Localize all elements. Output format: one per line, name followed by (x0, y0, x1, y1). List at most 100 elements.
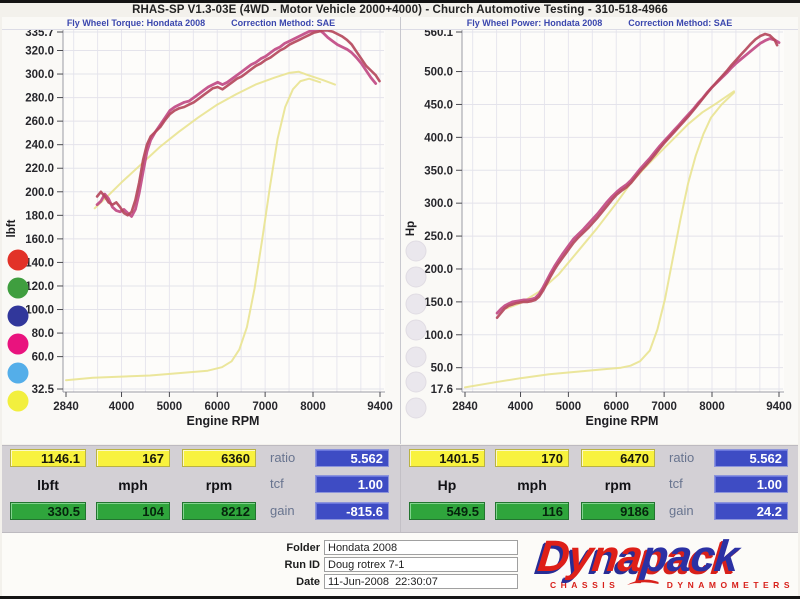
gain-label: gain (270, 503, 295, 518)
torque-reference-spool-curve (65, 77, 322, 382)
ratio-label: ratio (270, 450, 296, 465)
legend-dot-inactive[interactable] (405, 266, 427, 288)
date-row: Date (260, 573, 518, 590)
logo-swoosh-icon (627, 579, 659, 585)
power-peak-rpm: 9186 (581, 502, 655, 520)
legend-dot-red[interactable] (7, 249, 29, 271)
legend-dot-magenta[interactable] (7, 333, 29, 355)
y-tick-label: 500.0 (424, 67, 453, 79)
legend-dot-inactive[interactable] (405, 346, 427, 368)
run-id-row: Run ID (260, 556, 518, 573)
run-info-form: Folder Run ID Date (260, 539, 518, 590)
torque-cursor-value: 1146.1 (10, 449, 86, 467)
gain-label: gain (669, 503, 694, 518)
x-tick-label: 7000 (252, 401, 278, 413)
rpm-unit-label: rpm (604, 477, 632, 493)
rpm-unit-label: rpm (205, 477, 233, 493)
torque-cursor-rpm: 6360 (182, 449, 256, 467)
y-tick-label: 280.0 (25, 93, 54, 105)
legend-dot-skyblue[interactable] (7, 362, 29, 384)
y-tick-label: 300.0 (25, 69, 54, 81)
x-tick-label: 8000 (300, 401, 326, 413)
power-chart-panel: Fly Wheel Power: Hondata 2008 Correction… (400, 17, 798, 444)
folder-row: Folder (260, 539, 518, 556)
y-tick-label: 260.0 (25, 116, 54, 128)
y-tick-label: 140.0 (25, 257, 54, 269)
torque-correction-method-label: Correction Method: SAE (231, 18, 336, 28)
torque-run-magenta-curve (95, 30, 378, 218)
y-tick-label: 350.0 (424, 165, 453, 177)
ratio-label: ratio (669, 450, 695, 465)
logo-tagline-dynamometers: DYNAMOMETERS (666, 580, 794, 590)
y-tick-label: 160.0 (25, 234, 54, 246)
results-tables: 1146.1 167 6360 lbft mph rpm 330.5 104 8… (2, 445, 798, 533)
y-tick-label: 400.0 (424, 132, 453, 144)
y-tick-label: 335.7 (25, 30, 54, 39)
power-run-magenta-curve (495, 37, 781, 315)
torque-peak-mph: 104 (96, 502, 170, 520)
y-tick-label: 50.0 (431, 363, 453, 375)
logo-tagline: CHASSIS DYNAMOMETERS (538, 579, 794, 590)
logo-tagline-chassis: CHASSIS (550, 580, 620, 590)
tcf-label: tcf (270, 476, 284, 491)
legend-dot-inactive[interactable] (405, 319, 427, 341)
x-tick-label: 5000 (556, 401, 582, 413)
legend-dot-navy[interactable] (7, 305, 29, 327)
date-label: Date (296, 575, 320, 588)
legend-dot-green[interactable] (7, 277, 29, 299)
torque-run-red-curve (95, 30, 381, 217)
legend-dot-yellow[interactable] (7, 390, 29, 412)
y-tick-label: 120.0 (25, 281, 54, 293)
run-id-label: Run ID (284, 558, 320, 571)
torque-results-table: 1146.1 167 6360 lbft mph rpm 330.5 104 8… (2, 446, 400, 532)
y-tick-label: 220.0 (25, 163, 54, 175)
x-tick-label: 4000 (508, 401, 534, 413)
footer-strip: Folder Run ID Date Dynapack CHASSIS DY (2, 532, 798, 596)
power-cursor-value: 1401.5 (409, 449, 485, 467)
app-title: RHAS-SP V1.3-03E (4WD - Motor Vehicle 20… (132, 4, 668, 16)
x-tick-label: 6000 (603, 401, 629, 413)
y-tick-label: 17.6 (431, 384, 453, 396)
y-tick-label: 100.0 (424, 330, 453, 342)
power-correction-method-label: Correction Method: SAE (628, 18, 733, 28)
power-results-table: 1401.5 170 6470 Hp mph rpm 549.5 116 918… (400, 446, 798, 532)
torque-unit-label: lbft (37, 477, 59, 493)
logo-text-pack: pack (639, 532, 741, 581)
torque-chart-header: Fly Wheel Torque: Hondata 2008 Correctio… (2, 17, 400, 30)
bottom-border (0, 596, 800, 599)
date-field[interactable] (324, 574, 518, 589)
tcf-value: 1.00 (714, 475, 788, 493)
legend-dot-inactive[interactable] (405, 293, 427, 315)
power-chart-header: Fly Wheel Power: Hondata 2008 Correction… (401, 17, 798, 30)
y-tick-label: 250.0 (424, 231, 453, 243)
torque-chart-title: Fly Wheel Torque: Hondata 2008 (66, 18, 206, 28)
x-tick-label: 7000 (651, 401, 677, 413)
power-chart-title: Fly Wheel Power: Hondata 2008 (466, 18, 603, 28)
y-axis-title: lbft (6, 219, 18, 237)
ratio-value: 5.562 (714, 449, 788, 467)
tcf-label: tcf (669, 476, 683, 491)
dynapack-wordmark: Dynapack (535, 532, 797, 581)
y-tick-label: 450.0 (424, 99, 453, 111)
charts-area: Fly Wheel Torque: Hondata 2008 Correctio… (2, 17, 798, 444)
dynapack-logo: Dynapack CHASSIS DYNAMOMETERS (535, 532, 797, 593)
legend-dot-inactive[interactable] (405, 240, 427, 262)
y-tick-label: 200.0 (424, 264, 453, 276)
torque-chart-panel: Fly Wheel Torque: Hondata 2008 Correctio… (2, 17, 400, 444)
torque-peak-value: 330.5 (10, 502, 86, 520)
y-tick-label: 100.0 (25, 305, 54, 317)
power-cursor-rpm: 6470 (581, 449, 655, 467)
legend-dot-inactive[interactable] (405, 371, 427, 393)
top-border (0, 0, 800, 3)
run-id-field[interactable] (324, 557, 518, 572)
torque-reference-rise-curve (93, 70, 336, 210)
folder-field[interactable] (324, 540, 518, 555)
gain-value: 24.2 (714, 502, 788, 520)
y-tick-label: 180.0 (25, 210, 54, 222)
x-tick-label: 9400 (766, 401, 792, 413)
power-run-red-curve (495, 32, 779, 320)
mph-unit-label: mph (118, 477, 148, 493)
torque-cursor-mph: 167 (96, 449, 170, 467)
legend-dot-inactive[interactable] (405, 397, 427, 419)
y-tick-label: 200.0 (25, 187, 54, 199)
